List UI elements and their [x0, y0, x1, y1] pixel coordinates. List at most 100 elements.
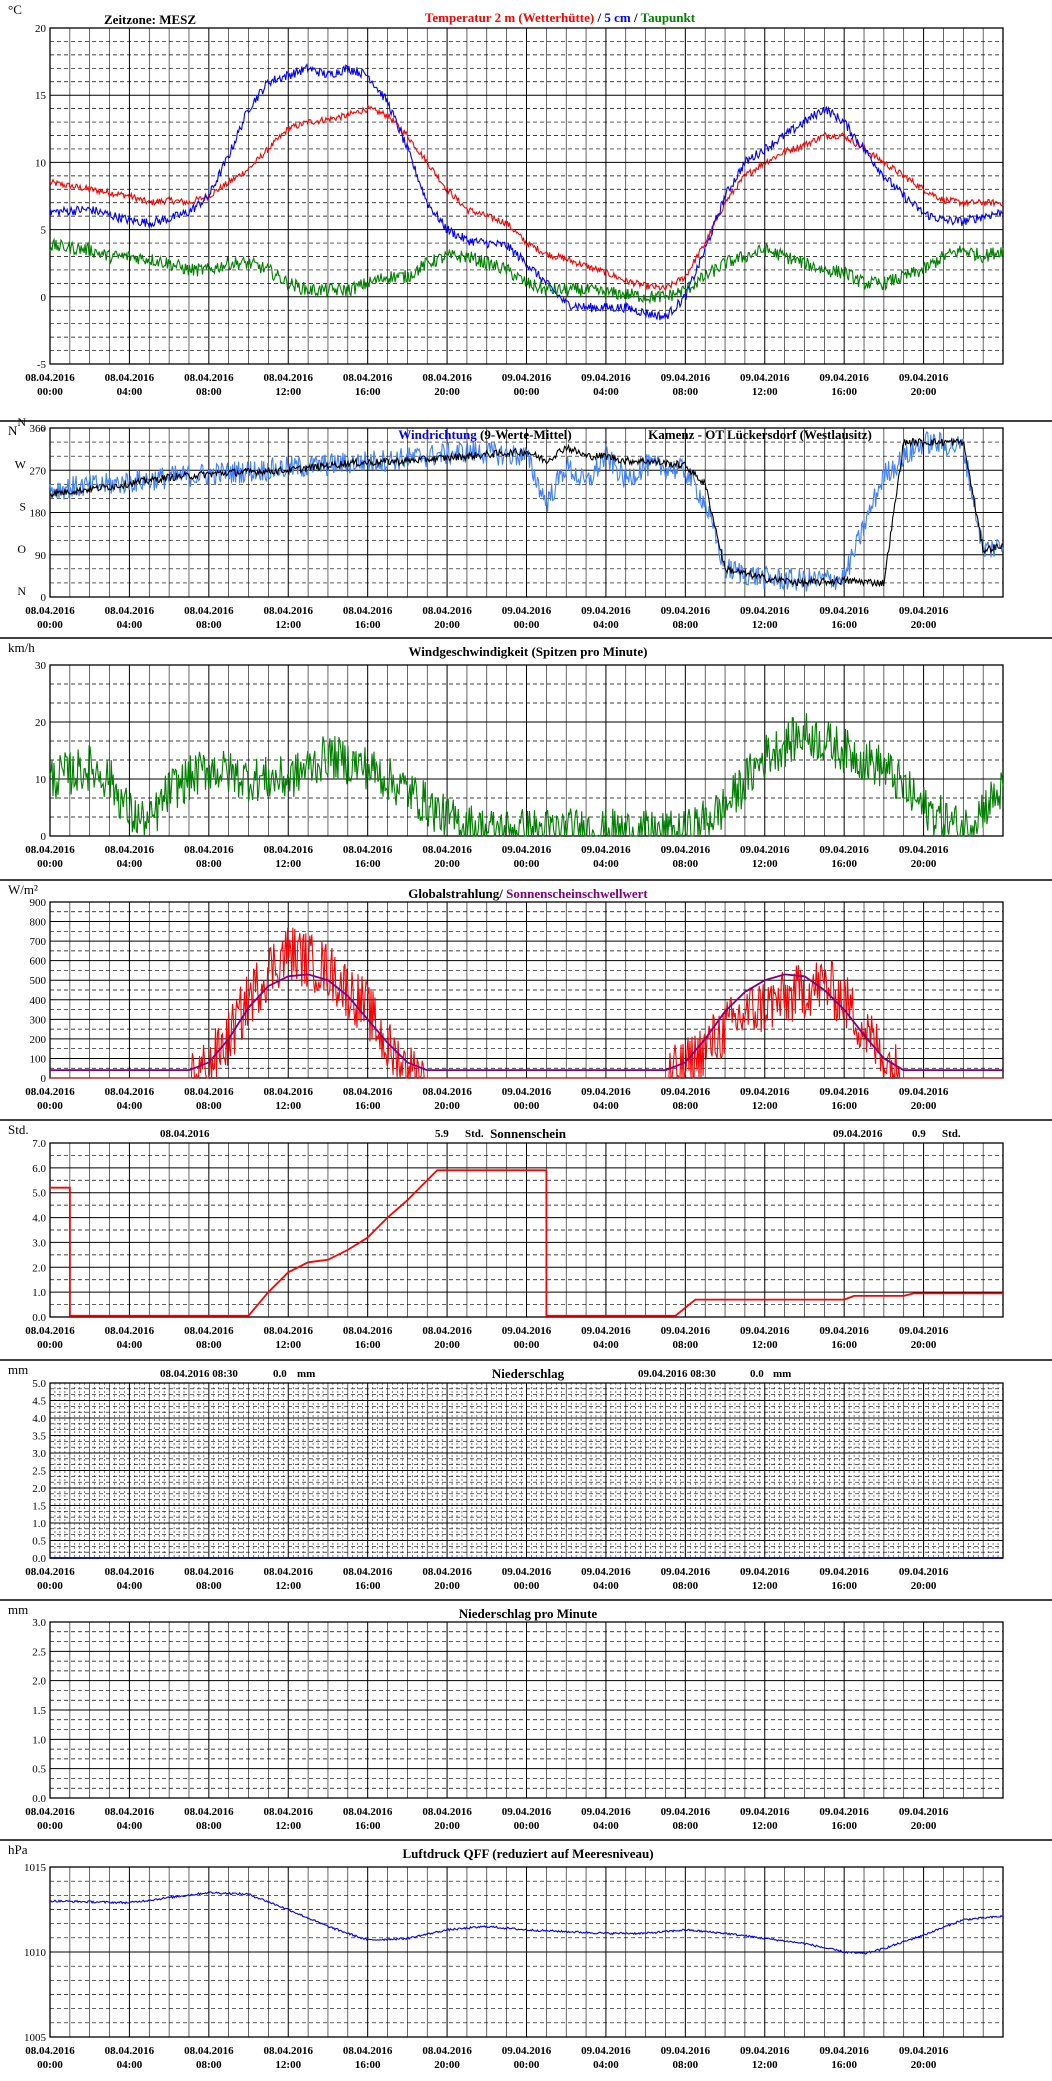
chart-title-part: Temperatur 2 m (Wetterhütte)	[425, 10, 594, 25]
x-tick-date: 09.04.2016	[819, 2045, 869, 2057]
x-tick-date: 09.04.2016	[502, 1566, 552, 1578]
chart-title-part: Sonnenscheinschwellwert	[506, 886, 648, 901]
x-tick-time: 04:00	[117, 1580, 143, 1592]
y-tick-label: 0.5	[32, 1764, 46, 1776]
x-tick-time: 00:00	[514, 1580, 540, 1592]
x-tick-time: 16:00	[355, 2059, 381, 2071]
x-tick-time: 00:00	[514, 2059, 540, 2071]
x-tick-date: 09.04.2016	[899, 2045, 949, 2057]
x-tick-time: 00:00	[514, 1100, 540, 1112]
x-tick-date: 08.04.2016	[343, 1086, 393, 1098]
x-tick-date: 09.04.2016	[899, 1325, 949, 1337]
unit-degree: °	[40, 423, 45, 438]
y-tick-label: 3.0	[32, 1237, 46, 1249]
x-tick-time: 12:00	[275, 858, 301, 870]
chart-title-part: Globalstrahlung/	[408, 886, 506, 901]
x-tick-date: 08.04.2016	[25, 1806, 75, 1818]
x-tick-date: 08.04.2016	[343, 1325, 393, 1337]
chart-title-part: Niederschlag	[492, 1366, 565, 1381]
x-tick-time: 16:00	[355, 1339, 381, 1351]
x-tick-date: 09.04.2016	[899, 372, 949, 384]
x-tick-date: 08.04.2016	[25, 372, 75, 384]
y-tick-label: 1010	[24, 1947, 47, 1959]
x-tick-date: 09.04.2016	[899, 844, 949, 856]
summary-value: 0.9	[912, 1128, 926, 1140]
y-tick-label: 0.0	[32, 1793, 46, 1805]
y-tick-label: 2.0	[32, 1483, 46, 1495]
x-tick-date: 08.04.2016	[422, 1566, 472, 1578]
x-tick-time: 00:00	[37, 1820, 63, 1832]
y-tick-letter: N	[17, 415, 26, 429]
station-label: Kamenz - OT Lückersdorf (Westlausitz)	[648, 427, 872, 442]
x-tick-date: 08.04.2016	[343, 1566, 393, 1578]
x-tick-time: 00:00	[514, 1339, 540, 1351]
x-tick-time: 00:00	[37, 1100, 63, 1112]
chart-title-part: /	[631, 10, 641, 25]
y-tick-label: 7.0	[32, 1138, 46, 1150]
x-tick-time: 20:00	[911, 2059, 937, 2071]
x-tick-time: 08:00	[672, 1100, 698, 1112]
y-tick-label: 0	[41, 831, 47, 843]
y-tick-label: 400	[30, 995, 47, 1007]
x-tick-time: 12:00	[752, 1820, 778, 1832]
x-tick-date: 08.04.2016	[184, 1806, 234, 1818]
series-line-wind_speed-0	[49, 713, 1004, 838]
unit-label: W/m²	[8, 882, 38, 897]
x-tick-time: 20:00	[434, 1100, 460, 1112]
x-tick-time: 16:00	[831, 1100, 857, 1112]
y-tick-letter: S	[19, 500, 26, 514]
x-tick-time: 16:00	[831, 2059, 857, 2071]
unit-label: mm	[8, 1362, 28, 1377]
x-tick-date: 08.04.2016	[343, 372, 393, 384]
y-tick-label: 600	[30, 956, 47, 968]
x-tick-date: 08.04.2016	[422, 605, 472, 617]
series-line-pressure-0	[49, 1891, 1004, 1955]
x-tick-date: 09.04.2016	[581, 1086, 631, 1098]
x-tick-time: 00:00	[514, 386, 540, 398]
summary-date: 09.04.2016	[833, 1128, 883, 1140]
series-line-wind_direction-1	[49, 437, 1004, 588]
x-tick-date: 09.04.2016	[899, 1086, 949, 1098]
panel-temperature: -5 0 5 10 15 20 °C Zeitzone: MESZ Temperatur 2 m…	[8, 2, 1004, 398]
x-tick-date: 08.04.2016	[264, 605, 314, 617]
x-tick-time: 04:00	[117, 2059, 143, 2071]
x-tick-time: 04:00	[593, 858, 619, 870]
x-tick-time: 08:00	[196, 1100, 222, 1112]
x-tick-time: 04:00	[593, 619, 619, 631]
x-tick-time: 04:00	[117, 619, 143, 631]
series-line-radiation-0	[50, 927, 1003, 1079]
summary-value: 5.9	[435, 1128, 449, 1140]
x-tick-time: 08:00	[672, 858, 698, 870]
x-tick-time: 04:00	[593, 1100, 619, 1112]
series-line-radiation-1	[50, 973, 1003, 1072]
y-tick-label: 100	[30, 1053, 47, 1065]
x-tick-date: 09.04.2016	[819, 605, 869, 617]
x-tick-time: 12:00	[752, 386, 778, 398]
y-tick-label: 10	[35, 774, 47, 786]
chart-title: Sonnenschein	[490, 1126, 567, 1141]
chart-title: Temperatur 2 m (Wetterhütte) / 5 cm / Ta…	[425, 10, 696, 25]
y-tick-label: 5.0	[32, 1378, 46, 1390]
x-tick-time: 08:00	[196, 619, 222, 631]
x-tick-date: 09.04.2016	[661, 1325, 711, 1337]
y-tick-label: 6.0	[32, 1163, 46, 1175]
chart-title-part: /	[594, 10, 604, 25]
x-tick-time: 00:00	[514, 858, 540, 870]
x-tick-time: 04:00	[593, 1820, 619, 1832]
x-tick-date: 09.04.2016	[740, 1566, 790, 1578]
x-tick-date: 08.04.2016	[105, 1566, 155, 1578]
x-tick-time: 00:00	[37, 386, 63, 398]
y-tick-label: 1.0	[32, 1734, 46, 1746]
x-tick-date: 08.04.2016	[105, 844, 155, 856]
y-tick-label: 4.0	[32, 1213, 46, 1225]
x-tick-date: 08.04.2016	[184, 605, 234, 617]
x-tick-date: 08.04.2016	[343, 844, 393, 856]
x-tick-time: 12:00	[275, 1339, 301, 1351]
series-line-temperature-1	[49, 63, 1004, 321]
x-tick-date: 08.04.2016	[184, 1566, 234, 1578]
x-tick-time: 04:00	[593, 1580, 619, 1592]
panel-precipitation: 0.0 0.5 1.0 1.5 2.0 2.5 3.0 3.5 4.0 4.5 5.0 mm Niede…	[0, 1359, 1052, 1592]
x-tick-time: 04:00	[593, 386, 619, 398]
x-tick-date: 09.04.2016	[740, 1806, 790, 1818]
